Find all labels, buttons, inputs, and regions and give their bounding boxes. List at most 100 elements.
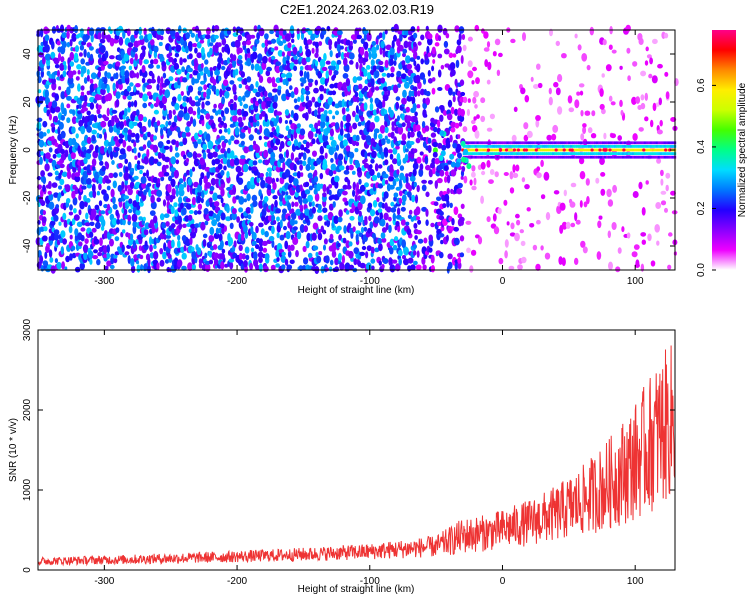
heatmap-cell — [384, 159, 389, 166]
heatmap-cell — [83, 101, 88, 107]
heatmap-cell — [517, 264, 523, 270]
heatmap-cell — [42, 260, 48, 266]
heatmap-cell — [127, 101, 132, 108]
carrier-cell — [612, 145, 615, 148]
heatmap-cell — [266, 176, 273, 185]
heatmap-cell — [287, 250, 292, 258]
heatmap-cell — [105, 179, 112, 184]
carrier-cell — [574, 155, 577, 159]
heatmap-cell — [80, 91, 85, 97]
heatmap-cell — [248, 165, 252, 171]
heatmap-cell — [108, 172, 114, 179]
heatmap-cell — [210, 122, 216, 130]
heatmap-cell — [224, 225, 227, 232]
heatmap-cell — [162, 199, 167, 207]
heatmap-cell — [187, 106, 194, 115]
heatmap-cell — [305, 141, 310, 149]
carrier-cell — [524, 152, 527, 155]
heatmap-cell — [192, 118, 197, 128]
carrier-cell — [653, 141, 657, 145]
heatmap-cell — [152, 259, 159, 265]
heatmap-cell — [133, 147, 137, 154]
heatmap-cell — [303, 225, 309, 233]
carrier-cell — [474, 145, 478, 148]
heatmap-cell — [60, 91, 66, 100]
carrier-cell — [502, 155, 505, 159]
heatmap-cell — [103, 256, 108, 262]
heatmap-cell — [242, 110, 249, 117]
heatmap-cell — [438, 233, 445, 238]
heatmap-cell — [436, 196, 442, 202]
carrier-cell — [637, 152, 641, 155]
carrier-cell — [484, 141, 488, 145]
heatmap-cell — [191, 77, 196, 86]
heatmap-cell — [446, 187, 450, 195]
heatmap-cell — [153, 158, 159, 164]
heatmap-cell — [194, 256, 198, 264]
heatmap-cell — [651, 75, 658, 84]
carrier-cell — [629, 155, 633, 159]
transition-cell — [445, 142, 451, 149]
heatmap-cell — [250, 247, 255, 253]
carrier-cell — [612, 148, 615, 152]
heatmap-cell — [561, 257, 566, 267]
heatmap-cell — [174, 152, 180, 158]
heatmap-cell — [143, 27, 147, 36]
heatmap-cell — [476, 114, 480, 119]
spectrogram-y-tick-label: 0 — [22, 147, 33, 153]
heatmap-cell — [138, 92, 144, 99]
heatmap-cell — [75, 117, 79, 123]
heatmap-cell — [185, 203, 192, 210]
carrier-cell — [550, 148, 553, 152]
heatmap-cell — [656, 158, 662, 164]
heatmap-cell — [353, 247, 360, 255]
heatmap-cell — [395, 177, 400, 182]
heatmap-cell — [91, 183, 96, 193]
heatmap-cell — [379, 46, 383, 55]
heatmap-cell — [281, 251, 286, 257]
heatmap-cell — [280, 73, 287, 78]
heatmap-cell — [57, 192, 62, 199]
heatmap-cell — [133, 175, 139, 180]
heatmap-cell — [329, 233, 334, 240]
heatmap-cell — [382, 258, 389, 264]
heatmap-cell — [419, 163, 424, 171]
heatmap-cell — [306, 71, 310, 81]
carrier-cell — [671, 155, 675, 159]
heatmap-cell — [535, 115, 541, 121]
heatmap-cell — [136, 109, 140, 117]
heatmap-cell — [258, 75, 264, 83]
heatmap-cell — [112, 180, 118, 189]
heatmap-cell — [80, 58, 85, 65]
spectrogram-y-tick-label: 40 — [22, 48, 33, 60]
heatmap-cell — [521, 256, 527, 264]
carrier-cell — [610, 141, 613, 145]
carrier-cell — [582, 148, 585, 152]
heatmap-cell — [389, 46, 395, 56]
heatmap-cell — [168, 120, 172, 126]
heatmap-cell — [353, 258, 358, 266]
heatmap-cell — [258, 159, 263, 164]
heatmap-cell — [384, 126, 389, 134]
carrier-cell — [486, 141, 490, 145]
snr-y-axis-label: SNR (10 * v/v) — [8, 418, 19, 482]
carrier-cell — [512, 141, 515, 145]
carrier-cell — [468, 155, 472, 159]
heatmap-cell — [367, 47, 371, 53]
heatmap-cell — [339, 127, 344, 136]
heatmap-cell — [397, 125, 404, 135]
heatmap-cell — [139, 165, 145, 170]
heatmap-cell — [79, 200, 85, 210]
heatmap-cell — [433, 126, 438, 133]
carrier-cell — [594, 155, 597, 159]
heatmap-cell — [307, 194, 313, 203]
heatmap-cell — [278, 116, 283, 124]
carrier-cell — [574, 141, 577, 145]
carrier-cell — [606, 145, 609, 148]
heatmap-cell — [185, 131, 191, 137]
heatmap-cell — [299, 184, 303, 192]
carrier-cell — [482, 152, 486, 155]
carrier-cell — [548, 152, 551, 155]
heatmap-cell — [392, 84, 399, 94]
